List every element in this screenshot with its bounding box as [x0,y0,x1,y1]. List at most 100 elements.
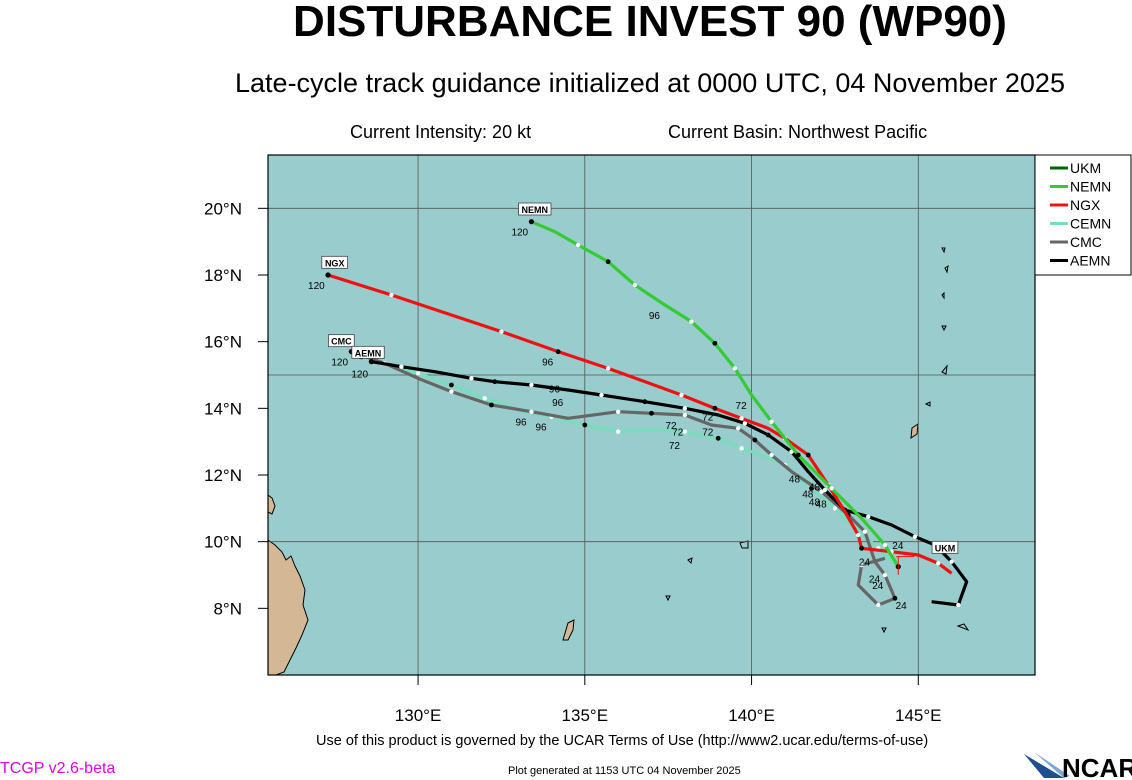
track-line-ngx [327,273,953,575]
track-point [856,532,861,538]
track-point [859,562,864,568]
generated-timestamp: Plot generated at 1153 UTC 04 November 2… [508,765,741,777]
micronesia-islet-1 [687,557,693,565]
track-point [739,446,744,451]
forecast-hour-label: 72 [669,441,681,452]
forecast-tracks [325,219,969,608]
legend-item-ukm: UKM [1050,160,1101,176]
model-tag-ngx: NGX [321,255,348,269]
forecast-hour-label: 48 [802,489,814,500]
track-point [415,371,421,376]
forecast-hour-label: 72 [672,428,684,439]
legend-label: NEMN [1070,179,1111,195]
lat-tick-label: 18°N [204,266,242,285]
track-point-marked [642,399,648,405]
model-tag-text: AEMN [355,348,382,358]
forecast-hour-label: 120 [351,370,368,381]
legend-label: CMC [1070,234,1102,250]
track-point [882,572,888,578]
map-border [267,154,1036,676]
track-point [449,389,454,394]
legend-label: CEMN [1070,216,1111,232]
micronesia-islet-2 [665,595,671,602]
track-point [736,426,741,431]
track-point [829,486,834,491]
graticule [268,155,1035,675]
track-point-marked [582,422,588,428]
legend-label: AEMN [1070,253,1110,269]
ncar-logo: NCAR [1024,752,1132,780]
mariana-islet-2 [944,264,949,274]
model-tag-box [518,202,552,216]
track-point-marked [752,437,758,443]
land-masses [267,247,970,676]
track-end-point [528,219,535,225]
track-point [732,366,738,371]
lat-tick-label: 16°N [204,333,242,352]
palau-landmass [562,619,575,641]
model-tag-text: UKM [935,543,956,553]
model-tag-aemn: AEMN [351,345,385,359]
track-point-marked [765,432,771,438]
track-point [936,561,941,566]
track-point-marked [605,259,611,265]
track-line-nemn [530,220,900,568]
ncar-logo-swoosh-icon [1024,754,1064,778]
track-point [499,329,504,334]
forecast-hour-label: 24 [859,558,871,569]
ncar-logo-text: NCAR [1062,753,1132,780]
track-point [682,429,688,434]
page-title: DISTURBANCE INVEST 90 (WP90) [293,0,1007,46]
terms-of-use-note: Use of this product is governed by the U… [316,733,929,749]
track-point-marked [649,410,654,416]
legend-item-cemn: CEMN [1050,216,1111,232]
legend: UKM NEMN NGX CEMN CMC AEMN [1034,154,1132,276]
forecast-hour-label: 72 [702,413,714,424]
track-point [956,602,961,608]
track-point [605,366,611,371]
legend-item-nemn: NEMN [1050,179,1111,195]
forecast-hour-label: 48 [809,483,821,494]
mariana-islet-5 [941,364,948,375]
legend-item-cmc: CMC [1050,234,1102,250]
track-point [819,489,824,494]
track-point-marked [492,379,498,385]
forecast-hour-label: 72 [702,428,714,439]
mariana-islet-6 [924,401,931,407]
micronesia-islet-3 [881,627,887,634]
model-tag-cmc: CMC [328,334,355,348]
forecast-hour-label: 24 [869,574,881,585]
lat-tick-label: 14°N [204,399,242,418]
legend-label: NGX [1070,197,1101,213]
track-point [689,319,694,324]
legend-item-ngx: NGX [1050,197,1101,213]
track-point [769,419,774,424]
forecast-hour-label: 96 [515,418,527,429]
forecast-hour-label: 24 [896,601,908,612]
forecast-hour-label: 120 [511,228,528,239]
mariana-islet-3 [941,291,945,300]
track-point [949,559,954,564]
forecast-hour-label: 48 [809,498,821,509]
track-point [912,534,918,539]
forecast-hour-label: 24 [892,541,904,552]
version-label: TCGP v2.6-beta [0,760,116,777]
track-point [876,602,881,608]
lon-tick-label: 135°E [562,706,609,725]
legend-label: UKM [1070,160,1101,176]
track-point [682,412,688,418]
track-point-marked [892,595,898,601]
forecast-hour-label: 96 [649,311,661,322]
lon-tick-label: 130°E [395,706,442,725]
lat-tick-label: 10°N [204,533,242,552]
track-point [399,364,404,369]
track-point-marked [712,340,718,346]
track-point [389,292,394,298]
model-tag-box [351,345,385,359]
model-tag-box [328,334,355,348]
track-point [742,421,748,426]
legend-item-aemn: AEMN [1050,253,1110,269]
